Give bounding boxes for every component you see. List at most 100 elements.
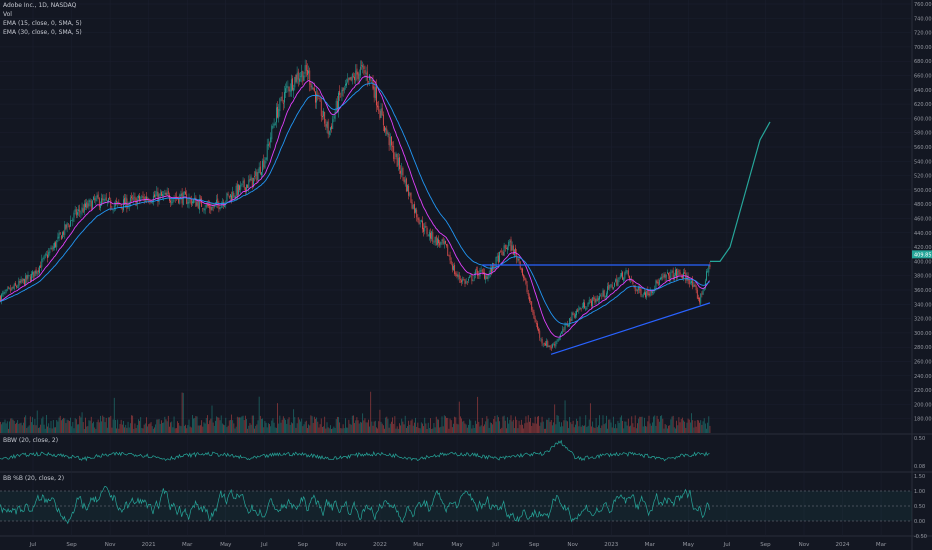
candle-body: [430, 232, 431, 239]
volume-bar: [566, 421, 568, 433]
bbb-tick-label: 0.00: [914, 519, 925, 525]
ema-fast-legend[interactable]: EMA (15, close, 0, SMA, 5): [3, 20, 82, 27]
candle-body: [319, 98, 321, 102]
volume-bar: [433, 423, 435, 433]
volume-bar: [633, 427, 635, 433]
candle-body: [266, 144, 268, 160]
candle-body: [573, 314, 575, 318]
volume-bar: [703, 418, 705, 433]
candle-body: [698, 297, 699, 299]
candle-body: [700, 293, 702, 304]
candle-body: [75, 209, 77, 216]
volume-bar: [416, 426, 418, 433]
candle-body: [148, 200, 150, 202]
candle-body: [281, 96, 283, 101]
volume-bar: [649, 423, 651, 433]
candle-body: [454, 264, 456, 275]
volume-bar: [277, 403, 278, 433]
candle-body: [257, 172, 259, 181]
candle-body: [476, 269, 477, 270]
candle-body: [284, 92, 285, 103]
volume-bar: [112, 419, 114, 433]
volume-bar: [696, 419, 698, 433]
candle-body: [396, 153, 398, 167]
volume-bar: [169, 426, 170, 433]
volume-bar: [480, 425, 482, 433]
symbol-title[interactable]: Adobe Inc., 1D, NASDAQ: [3, 2, 77, 9]
volume-bar: [374, 420, 376, 433]
volume-bar: [25, 415, 27, 433]
candle-body: [347, 79, 349, 82]
price-tick-label: 200.00: [914, 402, 932, 408]
volume-bar: [295, 427, 297, 433]
volume-bar: [326, 422, 328, 433]
volume-bar: [414, 422, 415, 433]
volume-bar: [432, 428, 434, 433]
candle-body: [487, 275, 489, 280]
candle-body: [198, 199, 200, 210]
volume-bar: [304, 421, 306, 433]
price-tick-label: 340.00: [914, 302, 932, 308]
volume-bar: [644, 417, 645, 433]
candle-body: [578, 308, 580, 311]
volume-legend[interactable]: Vol: [3, 11, 12, 18]
candle-body: [523, 275, 525, 278]
candle-body: [685, 273, 687, 281]
candle-body: [428, 231, 430, 237]
candle-body: [89, 199, 91, 202]
candle-body: [701, 293, 703, 295]
candle-body: [656, 280, 658, 283]
volume-bar: [88, 420, 90, 433]
candle-body: [0, 296, 1, 302]
candle-body: [351, 73, 353, 81]
candle-body: [258, 167, 260, 173]
volume-bar: [86, 426, 88, 433]
candle-body: [286, 85, 288, 89]
volume-bar: [617, 420, 619, 433]
candle-body: [621, 272, 622, 277]
candle-body: [604, 296, 606, 298]
candle-body: [453, 265, 454, 271]
volume-bar: [302, 426, 304, 433]
volume-bar: [477, 396, 479, 433]
candle-body: [143, 196, 145, 201]
volume-bar: [437, 419, 438, 433]
price-tick-label: 440.00: [914, 231, 932, 237]
candle-body: [293, 88, 295, 92]
volume-bar: [12, 419, 14, 433]
volume-bar: [164, 416, 166, 433]
volume-bar: [250, 424, 252, 433]
time-tick-label: Nov: [336, 542, 347, 548]
volume-bar: [370, 391, 372, 433]
candle-body: [42, 258, 44, 260]
volume-bar: [593, 427, 595, 433]
candle-body: [480, 269, 482, 271]
volume-bar: [202, 426, 204, 433]
volume-bar: [631, 416, 633, 433]
volume-bar: [389, 423, 391, 433]
candle-body: [256, 171, 258, 181]
volume-bar: [548, 417, 550, 433]
candle-body: [234, 196, 236, 199]
volume-bar: [262, 418, 263, 433]
bbb-legend[interactable]: BB %B (20, close, 2): [3, 475, 65, 482]
volume-bar: [658, 421, 660, 433]
price-tick-label: 480.00: [914, 202, 932, 208]
volume-bar: [382, 425, 384, 433]
volume-bar: [366, 422, 368, 433]
candle-body: [118, 202, 120, 204]
bbw-legend[interactable]: BBW (20, close, 2): [3, 437, 59, 444]
candle-body: [534, 318, 536, 323]
volume-bar: [542, 421, 544, 433]
candle-body: [332, 119, 334, 130]
volume-bar: [387, 418, 389, 433]
candle-body: [318, 98, 320, 99]
candle-body: [56, 240, 58, 248]
volume-bar: [294, 417, 296, 433]
ema-slow-legend[interactable]: EMA (30, close, 0, SMA, 5): [3, 29, 82, 36]
candle-body: [409, 193, 411, 196]
volume-bar: [488, 427, 490, 433]
volume-bar: [626, 425, 628, 433]
volume-bar: [706, 428, 707, 433]
